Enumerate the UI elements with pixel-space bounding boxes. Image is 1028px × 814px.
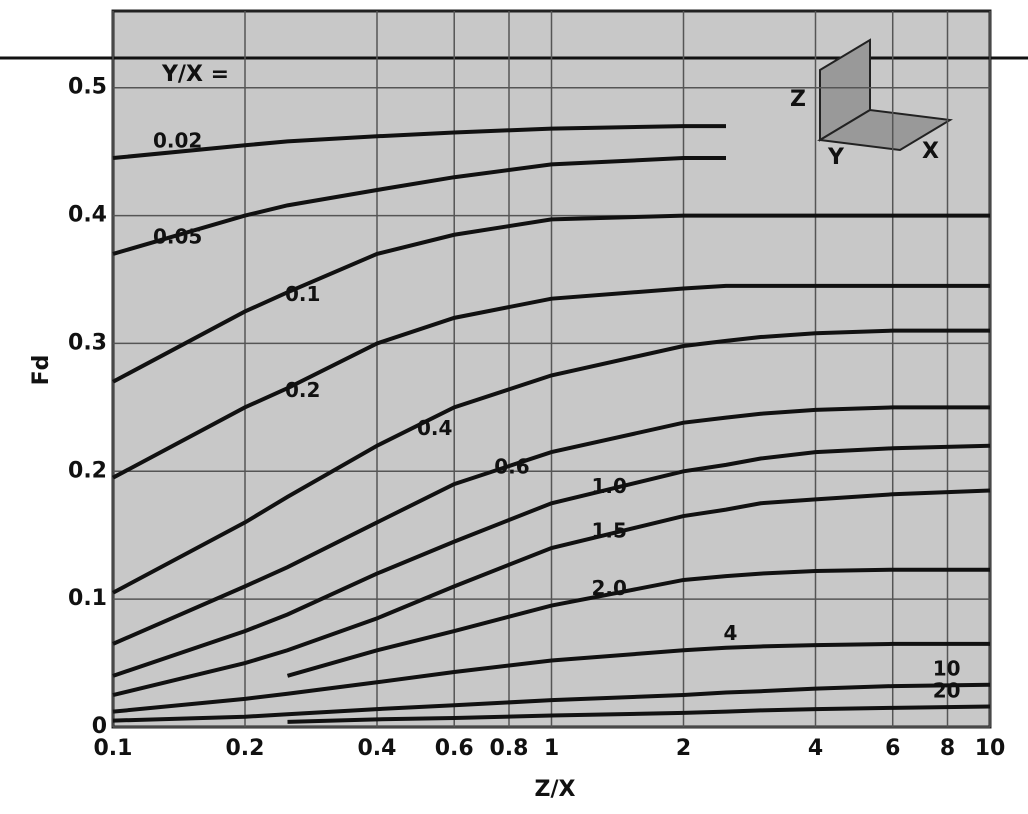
x-tick-label: 8	[940, 736, 955, 761]
curve-label: 20	[933, 678, 961, 702]
y-tick-label: 0.4	[68, 203, 107, 228]
y-tick-label: 0.5	[68, 75, 107, 100]
x-axis-label: Z/X	[535, 777, 576, 802]
curve-label: 0.1	[285, 282, 320, 306]
icon-label: Y	[827, 145, 845, 170]
curve-label: 2.0	[592, 576, 627, 600]
y-axis-label: Fd	[29, 355, 54, 386]
x-tick-label: 0.8	[490, 736, 529, 761]
x-tick-label: 2	[676, 736, 691, 761]
legend-title: Y/X =	[161, 62, 229, 87]
curve-label: 0.02	[153, 129, 202, 153]
icon-label: X	[922, 139, 939, 164]
y-tick-label: 0.1	[68, 586, 107, 611]
x-tick-label: 0.2	[226, 736, 265, 761]
y-tick-label: 0.3	[68, 330, 107, 355]
x-tick-label: 0.1	[94, 736, 133, 761]
curve-label: 0.05	[153, 224, 202, 248]
x-tick-label: 0.4	[358, 736, 397, 761]
x-tick-label: 0.6	[435, 736, 474, 761]
y-tick-label: 0	[92, 714, 107, 739]
icon-label: Z	[790, 87, 806, 112]
x-tick-label: 4	[808, 736, 823, 761]
x-tick-label: 1	[544, 736, 559, 761]
curve-label: 1.5	[592, 519, 627, 543]
x-tick-label: 6	[885, 736, 900, 761]
curve-label: 4	[724, 621, 738, 645]
chart: Z Y X Y/X = Z/X Fd 0.10.20.40.60.8124681…	[0, 0, 1028, 814]
curve-label: 10	[933, 657, 961, 681]
x-tick-label: 10	[975, 736, 1006, 761]
curve-label: 0.6	[494, 455, 529, 479]
curve-label: 0.4	[417, 416, 452, 440]
curve-label: 1.0	[592, 474, 627, 498]
y-tick-label: 0.2	[68, 458, 107, 483]
curve-label: 0.2	[285, 378, 320, 402]
